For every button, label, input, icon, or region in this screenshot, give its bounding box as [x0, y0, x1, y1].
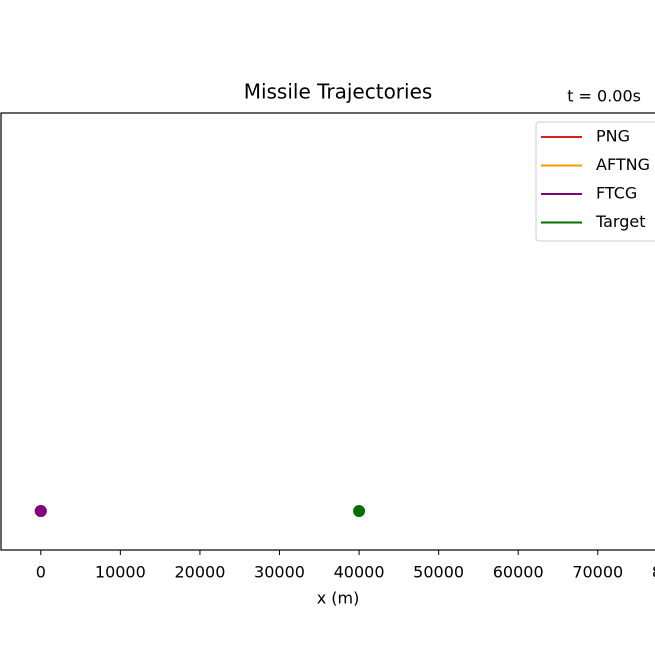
x-tick-label: 0	[36, 563, 46, 582]
x-tick-label: 20000	[174, 563, 225, 582]
x-tick-label: 10000	[95, 563, 146, 582]
time-annotation: t = 0.00s	[567, 87, 641, 106]
x-tick-label: 40000	[334, 563, 385, 582]
axes-frame	[0, 112, 655, 551]
chart-title: Missile Trajectories	[244, 80, 433, 104]
legend-label: PNG	[596, 127, 630, 146]
x-tick-label: 60000	[493, 563, 544, 582]
legend-box	[535, 121, 655, 242]
position-marker	[34, 504, 47, 517]
x-tick-label: 30000	[254, 563, 305, 582]
x-axis-label: x (m)	[317, 589, 360, 608]
legend-label: Target	[595, 212, 646, 231]
x-tick-label: 70000	[572, 563, 623, 582]
x-tick-label: 50000	[413, 563, 464, 582]
position-marker	[353, 504, 366, 517]
x-tick-label: 80000	[652, 563, 655, 582]
legend-label: FTCG	[596, 184, 637, 203]
legend-label: AFTNG	[596, 155, 650, 174]
